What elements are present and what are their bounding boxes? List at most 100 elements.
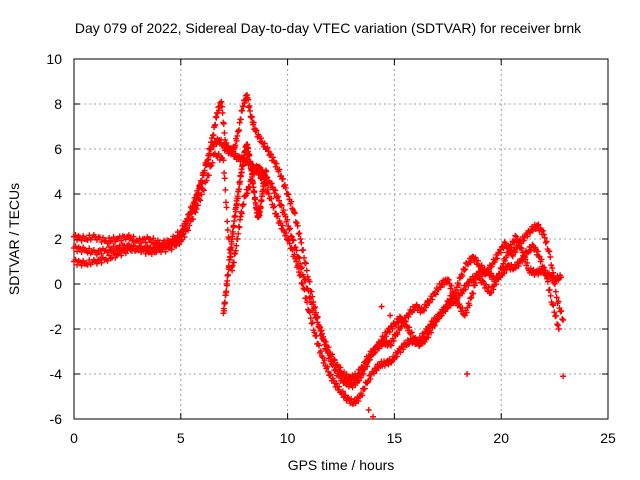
data-point-fill	[104, 257, 111, 264]
data-point-fill	[527, 230, 534, 237]
data-point-fill	[458, 290, 465, 297]
data-point-fill	[218, 103, 225, 110]
data-point-fill	[223, 145, 230, 152]
data-point-fill	[198, 180, 205, 187]
data-point-fill	[400, 346, 407, 353]
data-point-fill	[357, 374, 364, 381]
data-point-fill	[470, 290, 477, 297]
data-point-fill	[296, 230, 303, 237]
data-point-fill	[529, 241, 536, 248]
data-point-fill	[150, 245, 157, 252]
data-point-fill	[386, 329, 393, 336]
data-point-fill	[462, 266, 469, 273]
data-point-fill	[218, 136, 225, 143]
data-point-fill	[521, 253, 528, 260]
data-point-fill	[285, 236, 292, 243]
data-point-fill	[555, 298, 562, 305]
data-point-fill	[253, 127, 260, 134]
data-point	[299, 281, 306, 287]
data-point-fill	[240, 201, 247, 208]
data-point-fill	[248, 113, 255, 120]
data-point-fill	[199, 186, 206, 193]
data-point-fill	[106, 252, 113, 259]
data-point-fill	[425, 334, 432, 341]
data-point-fill	[331, 357, 338, 364]
data-point-fill	[360, 365, 367, 372]
data-point-fill	[383, 333, 390, 340]
data-point	[276, 197, 283, 204]
data-point-fill	[197, 197, 204, 204]
data-point	[431, 290, 438, 296]
y-tick-label: -6	[50, 411, 63, 427]
x-tick-label: 25	[600, 430, 616, 446]
data-point-fill	[208, 162, 215, 169]
data-point-fill	[300, 273, 307, 280]
data-point-fill	[221, 169, 228, 176]
data-point-fill	[278, 202, 285, 209]
data-point-fill	[538, 256, 545, 263]
data-point-fill	[221, 307, 228, 314]
data-point-fill	[445, 276, 452, 283]
data-point	[288, 233, 295, 240]
data-point	[519, 249, 526, 256]
data-point-fill	[264, 144, 271, 151]
data-point-fill	[280, 207, 287, 214]
data-point-fill	[125, 232, 132, 239]
data-point-fill	[504, 252, 511, 259]
data-point-fill	[519, 258, 526, 265]
data-point-fill	[558, 307, 565, 314]
data-point-fill	[356, 377, 363, 384]
data-point-fill	[336, 383, 343, 390]
data-point	[549, 301, 556, 308]
data-point-fill	[554, 321, 561, 328]
data-point-fill	[86, 245, 93, 252]
data-point-fill	[234, 195, 241, 202]
data-point	[370, 413, 377, 420]
data-point-fill	[268, 195, 275, 202]
data-point-fill	[408, 329, 415, 336]
data-point-fill	[272, 187, 279, 194]
data-point	[359, 364, 366, 371]
data-point-fill	[109, 246, 116, 253]
data-point-fill	[499, 264, 506, 271]
data-point-fill	[296, 272, 303, 279]
data-point-fill	[271, 203, 278, 210]
data-point	[303, 267, 310, 274]
data-point-fill	[543, 238, 550, 245]
data-point-fill	[535, 221, 542, 228]
data-point-fill	[455, 282, 462, 289]
data-point-fill	[378, 343, 385, 350]
data-point-fill	[459, 272, 466, 279]
data-point	[464, 371, 471, 377]
data-point-fill	[150, 235, 157, 242]
data-point-fill	[142, 239, 149, 246]
data-point-fill	[494, 255, 501, 262]
data-point-fill	[388, 342, 395, 349]
data-point-fill	[207, 163, 214, 170]
data-point	[513, 233, 520, 240]
data-point-fill	[249, 171, 256, 178]
data-point-fill	[532, 225, 539, 232]
data-point-fill	[348, 395, 355, 402]
data-point-fill	[308, 320, 315, 327]
data-point-fill	[226, 264, 233, 271]
data-point-fill	[78, 237, 85, 244]
data-point-fill	[546, 286, 553, 293]
data-point-fill	[495, 271, 502, 278]
x-tick-label: 20	[493, 430, 509, 446]
data-point-fill	[226, 146, 233, 153]
data-point-fill	[200, 187, 207, 194]
data-point-fill	[295, 230, 302, 237]
data-point-fill	[322, 338, 329, 345]
data-point-fill	[174, 237, 181, 244]
data-point-fill	[288, 198, 295, 205]
data-point-fill	[324, 363, 331, 370]
data-point-fill	[496, 272, 503, 279]
data-point-fill	[72, 243, 79, 250]
data-point-fill	[307, 293, 314, 300]
data-point-fill	[552, 288, 559, 295]
data-point-fill	[316, 342, 323, 349]
data-point-fill	[130, 233, 137, 240]
x-tick-label: 10	[280, 430, 296, 446]
